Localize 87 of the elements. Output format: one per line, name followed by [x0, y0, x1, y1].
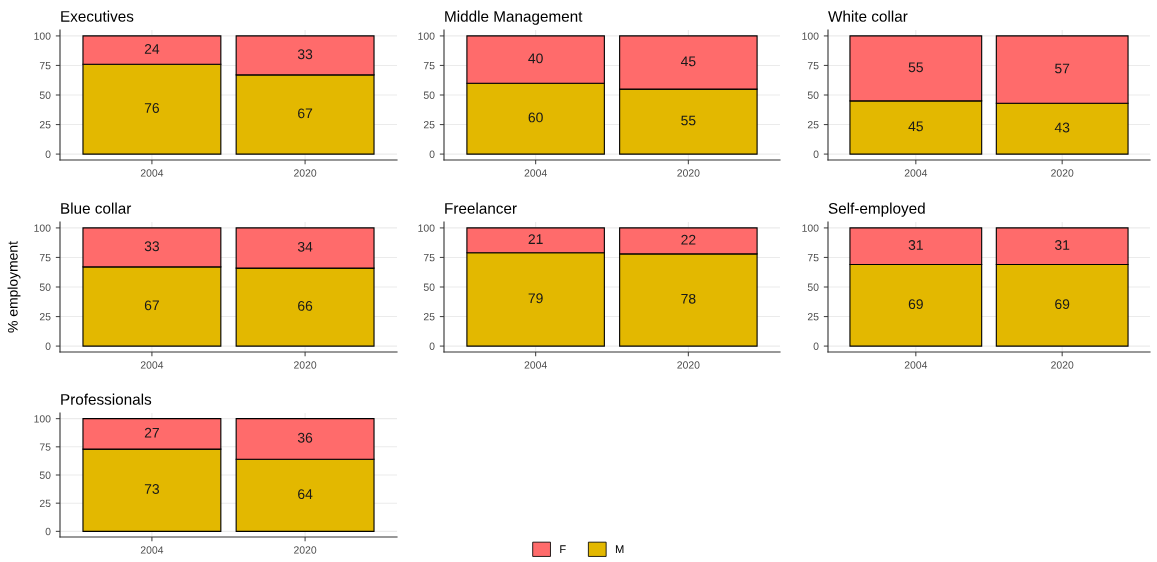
data-label: 69: [908, 299, 923, 310]
y-tick-label: 50: [423, 283, 435, 291]
y-tick-label: 75: [39, 62, 51, 70]
y-tick-label: 25: [39, 499, 51, 508]
y-tick-label: 100: [34, 32, 51, 40]
y-tick-label: 25: [39, 121, 51, 129]
y-tick-label: 0: [45, 342, 51, 350]
x-tick-label: 2020: [677, 361, 700, 369]
data-label: 34: [297, 241, 313, 252]
data-label: 73: [144, 484, 160, 494]
x-tick-label: 2020: [1051, 169, 1074, 177]
x-tick-label: 2004: [140, 169, 164, 177]
data-label: 33: [144, 241, 160, 252]
legend-label: M: [615, 545, 624, 553]
y-tick-label: 25: [807, 121, 819, 129]
y-tick-label: 0: [429, 150, 435, 158]
y-tick-label: 100: [34, 415, 51, 423]
y-tick-label: 75: [807, 62, 819, 70]
x-tick-label: 2004: [524, 361, 547, 369]
data-label: 67: [144, 300, 159, 311]
data-label: 78: [681, 293, 696, 304]
y-tick-label: 25: [39, 313, 51, 321]
x-tick-label: 2004: [904, 169, 928, 177]
data-label: 57: [1055, 63, 1070, 74]
x-tick-label: 2004: [140, 546, 164, 554]
data-label: 64: [298, 489, 313, 500]
y-tick-label: 75: [423, 254, 435, 262]
chart-title: Professionals: [61, 393, 152, 405]
data-label: 45: [680, 56, 696, 67]
data-label: 40: [528, 53, 543, 64]
data-label: 43: [1054, 122, 1070, 133]
x-tick-label: 2020: [677, 169, 700, 177]
chart-title: Self-employed: [828, 202, 925, 217]
y-tick-label: 100: [418, 224, 435, 232]
data-label: 79: [528, 293, 543, 304]
data-label: 67: [298, 108, 313, 119]
chart-title: Blue collar: [61, 202, 132, 214]
y-tick-label: 0: [45, 150, 51, 158]
y-tick-label: 50: [39, 283, 51, 291]
y-tick-label: 0: [45, 527, 51, 536]
data-label: 31: [1054, 240, 1070, 250]
data-label: 45: [908, 121, 923, 132]
y-tick-label: 50: [423, 91, 435, 99]
chart-title: White collar: [828, 10, 908, 22]
data-label: 76: [144, 103, 160, 113]
y-tick-label: 25: [423, 313, 435, 321]
x-tick-label: 2004: [524, 169, 547, 177]
data-label: 60: [528, 112, 543, 123]
y-tick-label: 0: [813, 150, 819, 158]
legend-label: F: [560, 545, 566, 553]
x-tick-label: 2004: [904, 361, 928, 369]
x-tick-label: 2004: [140, 361, 164, 369]
y-tick-label: 75: [39, 254, 51, 262]
x-tick-label: 2020: [294, 361, 317, 369]
y-tick-label: 0: [813, 342, 819, 350]
y-tick-label: 75: [39, 443, 51, 451]
y-tick-label: 100: [34, 224, 51, 232]
x-tick-label: 2020: [1051, 361, 1074, 369]
data-label: 24: [144, 43, 160, 54]
y-tick-label: 50: [39, 471, 51, 479]
x-tick-label: 2020: [294, 546, 317, 554]
data-label: 55: [908, 62, 923, 73]
chart-title: Middle Management: [445, 10, 583, 25]
data-label: 66: [298, 300, 313, 311]
y-tick-label: 0: [429, 342, 435, 350]
data-label: 31: [908, 240, 923, 250]
x-tick-label: 2020: [294, 169, 317, 177]
y-tick-label: 50: [807, 91, 819, 99]
y-tick-label: 75: [807, 254, 819, 262]
y-tick-label: 75: [423, 62, 435, 70]
data-label: 36: [297, 432, 313, 443]
y-tick-label: 100: [802, 224, 819, 232]
y-axis-title: % employment: [7, 241, 21, 333]
chart-title: Freelancer: [445, 202, 517, 214]
data-label: 33: [297, 49, 313, 60]
data-label: 55: [681, 115, 696, 126]
y-tick-label: 100: [418, 32, 435, 40]
data-label: 69: [1055, 299, 1070, 310]
data-label: 22: [681, 234, 696, 245]
y-tick-label: 50: [807, 283, 819, 291]
y-tick-label: 25: [807, 313, 819, 321]
y-tick-label: 25: [423, 121, 435, 129]
y-tick-label: 50: [39, 91, 51, 99]
chart-title: Executives: [61, 10, 134, 22]
data-label: 27: [144, 427, 159, 438]
data-label: 21: [528, 234, 543, 244]
y-tick-label: 100: [802, 32, 819, 40]
